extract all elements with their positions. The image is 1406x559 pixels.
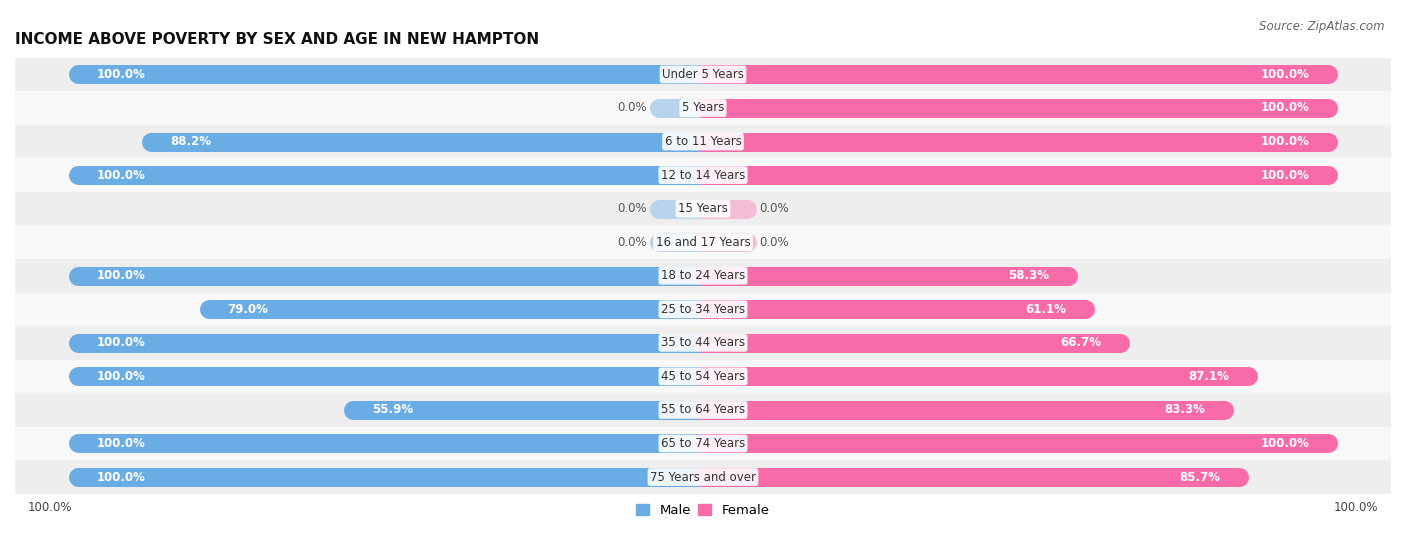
Text: 58.3%: 58.3% [1008, 269, 1049, 282]
Text: 6 to 11 Years: 6 to 11 Years [665, 135, 741, 148]
Text: 100.0%: 100.0% [96, 269, 145, 282]
Text: 12 to 14 Years: 12 to 14 Years [661, 169, 745, 182]
Text: 100.0%: 100.0% [1261, 135, 1310, 148]
Text: 18 to 24 Years: 18 to 24 Years [661, 269, 745, 282]
Text: 100.0%: 100.0% [96, 437, 145, 450]
Text: 55 to 64 Years: 55 to 64 Years [661, 404, 745, 416]
Text: 15 Years: 15 Years [678, 202, 728, 215]
Text: 100.0%: 100.0% [96, 471, 145, 484]
Bar [15, 259, 1391, 292]
Text: 0.0%: 0.0% [759, 202, 789, 215]
Text: Under 5 Years: Under 5 Years [662, 68, 744, 81]
Text: 100.0%: 100.0% [1261, 169, 1310, 182]
Text: 16 and 17 Years: 16 and 17 Years [655, 236, 751, 249]
Bar [15, 91, 1391, 125]
Text: 100.0%: 100.0% [96, 370, 145, 383]
Legend: Male, Female: Male, Female [631, 499, 775, 522]
Bar [15, 158, 1391, 192]
Text: 79.0%: 79.0% [228, 303, 269, 316]
Bar [15, 460, 1391, 494]
Bar [15, 393, 1391, 427]
Text: 100.0%: 100.0% [28, 501, 72, 514]
Bar [15, 58, 1391, 91]
Text: 83.3%: 83.3% [1164, 404, 1205, 416]
Text: 0.0%: 0.0% [759, 236, 789, 249]
Bar [15, 292, 1391, 326]
Text: 35 to 44 Years: 35 to 44 Years [661, 337, 745, 349]
Bar [15, 225, 1391, 259]
Text: 25 to 34 Years: 25 to 34 Years [661, 303, 745, 316]
Text: 0.0%: 0.0% [617, 202, 647, 215]
Text: 65 to 74 Years: 65 to 74 Years [661, 437, 745, 450]
Text: 100.0%: 100.0% [96, 337, 145, 349]
Text: 100.0%: 100.0% [1261, 102, 1310, 115]
Bar [15, 427, 1391, 460]
Text: 55.9%: 55.9% [373, 404, 413, 416]
Bar [15, 192, 1391, 225]
Text: 87.1%: 87.1% [1188, 370, 1229, 383]
Bar [15, 326, 1391, 359]
Text: 0.0%: 0.0% [617, 102, 647, 115]
Bar [15, 359, 1391, 393]
Text: 100.0%: 100.0% [96, 169, 145, 182]
Text: 75 Years and over: 75 Years and over [650, 471, 756, 484]
Text: 66.7%: 66.7% [1060, 337, 1101, 349]
Text: 45 to 54 Years: 45 to 54 Years [661, 370, 745, 383]
Text: 85.7%: 85.7% [1180, 471, 1220, 484]
Text: 100.0%: 100.0% [96, 68, 145, 81]
Text: Source: ZipAtlas.com: Source: ZipAtlas.com [1260, 20, 1385, 32]
Text: 5 Years: 5 Years [682, 102, 724, 115]
Text: 0.0%: 0.0% [617, 236, 647, 249]
Bar [15, 125, 1391, 158]
Text: 88.2%: 88.2% [170, 135, 211, 148]
Text: INCOME ABOVE POVERTY BY SEX AND AGE IN NEW HAMPTON: INCOME ABOVE POVERTY BY SEX AND AGE IN N… [15, 32, 538, 47]
Text: 100.0%: 100.0% [1261, 437, 1310, 450]
Text: 61.1%: 61.1% [1025, 303, 1066, 316]
Text: 100.0%: 100.0% [1261, 68, 1310, 81]
Text: 100.0%: 100.0% [1334, 501, 1378, 514]
